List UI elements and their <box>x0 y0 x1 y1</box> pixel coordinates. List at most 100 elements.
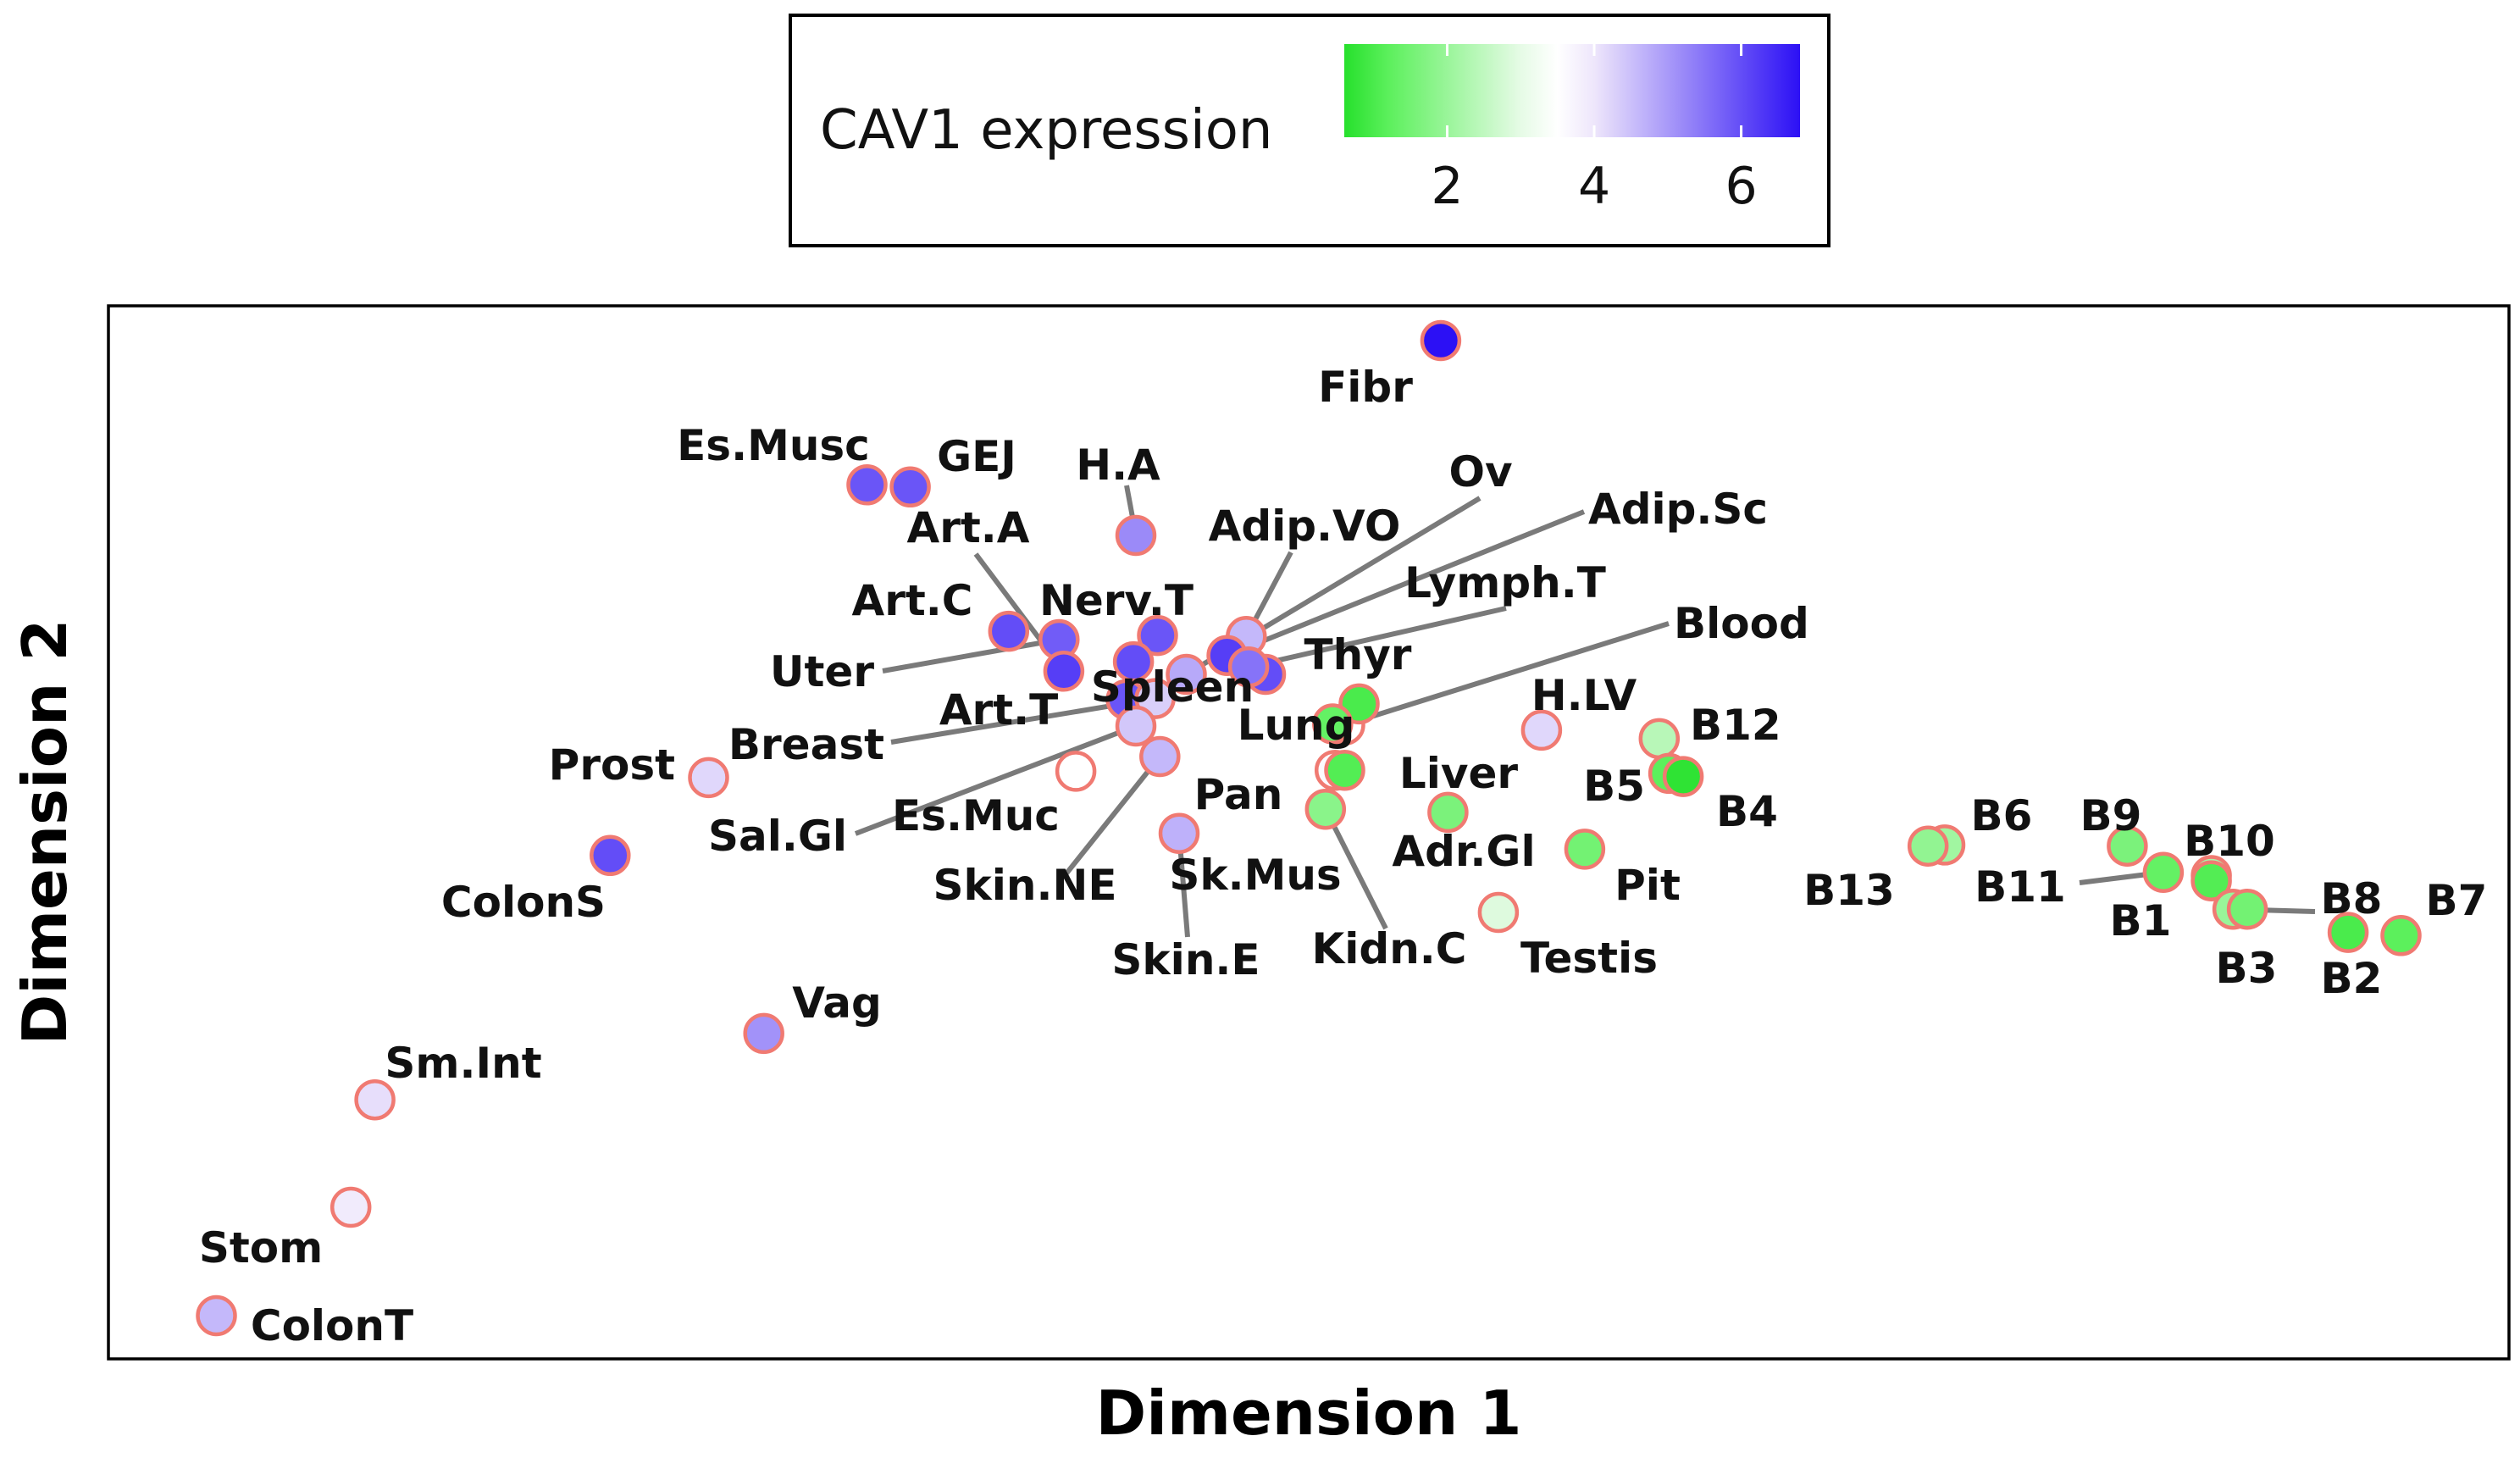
point-b2 <box>2327 912 2369 953</box>
label-thyr: Thyr <box>1304 630 1412 679</box>
label-b9: B9 <box>2080 791 2142 840</box>
label-lung: Lung <box>1238 701 1355 750</box>
leader-uter <box>882 637 1060 674</box>
label-h-lv: H.LV <box>1531 671 1637 720</box>
label-liver: Liver <box>1399 749 1519 798</box>
point-ov <box>1166 653 1207 696</box>
colorbar <box>1344 44 1800 137</box>
point-kidn-c <box>1304 788 1347 830</box>
point-b1 <box>2190 860 2232 901</box>
label-b2: B2 <box>2321 954 2383 1003</box>
point-lymph-t <box>1227 646 1270 688</box>
label-adip-sc: Adip.Sc <box>1588 485 1768 534</box>
legend-title: CAV1 expression <box>820 99 1272 162</box>
label-skin-ne: Skin.NE <box>933 861 1117 910</box>
label-adip-vo: Adip.VO <box>1209 502 1401 551</box>
point-h-lv <box>1520 709 1563 751</box>
label-sal-gl: Sal.Gl <box>708 812 847 861</box>
leader-blood <box>1343 621 1670 728</box>
point-h-a <box>1115 514 1157 557</box>
point-art-c <box>988 610 1030 652</box>
y-axis-title: Dimension 2 <box>9 619 80 1045</box>
label-skin-e: Skin.E <box>1111 935 1260 984</box>
label-art-t: Art.T <box>939 685 1058 735</box>
point-colons <box>590 834 631 877</box>
label-b7: B7 <box>2426 876 2488 925</box>
label-art-c: Art.C <box>852 576 973 625</box>
point-vag <box>743 1012 784 1055</box>
label-spleen: Spleen <box>1091 662 1254 712</box>
label-b10: B10 <box>2184 817 2275 866</box>
label-sk-mus: Sk.Mus <box>1169 851 1341 900</box>
point-pit <box>1564 829 1606 870</box>
point-b9 <box>2107 825 2148 867</box>
label-fibr: Fibr <box>1318 363 1413 412</box>
label-lymph-t: Lymph.T <box>1404 558 1606 607</box>
point-stom <box>330 1186 372 1228</box>
point-prost <box>688 757 729 799</box>
point-adr-gl <box>1427 791 1469 834</box>
point-b13 <box>1907 825 1949 867</box>
label-es-muc: Es.Muc <box>892 791 1060 840</box>
label-b8: B8 <box>2321 874 2383 923</box>
label-breast: Breast <box>728 720 884 769</box>
label-b1: B1 <box>2110 896 2172 945</box>
label-b3: B3 <box>2216 944 2278 993</box>
label-uter: Uter <box>770 647 874 696</box>
label-sm-int: Sm.Int <box>385 1039 541 1088</box>
label-prost: Prost <box>549 740 675 790</box>
label-adr-gl: Adr.Gl <box>1392 827 1535 876</box>
label-vag: Vag <box>792 978 882 1028</box>
point-art-a <box>1043 651 1085 692</box>
point-b4 <box>1662 756 1704 797</box>
point-colont <box>196 1294 237 1337</box>
point-b12 <box>1638 718 1681 760</box>
label-b13: B13 <box>1803 866 1895 915</box>
leader-adip-sc <box>1226 509 1586 658</box>
colorbar-tick-label: 6 <box>1725 157 1757 216</box>
label-pan: Pan <box>1194 770 1283 819</box>
colorbar-tick-label: 4 <box>1578 157 1610 216</box>
label-colons: ColonS <box>441 878 606 927</box>
colorbar-tick-label: 2 <box>1431 157 1463 216</box>
point-nerv-t <box>1137 614 1178 657</box>
label-stom: Stom <box>199 1223 323 1272</box>
label-es-musc: Es.Musc <box>677 421 870 470</box>
point-art-t <box>1112 640 1155 683</box>
label-testis: Testis <box>1520 934 1658 983</box>
label-kidn-c: Kidn.C <box>1312 924 1467 973</box>
plot-frame <box>107 304 2511 1361</box>
leader-skin-ne <box>1061 755 1162 879</box>
point-skin-e <box>1158 812 1200 854</box>
label-pit: Pit <box>1614 861 1681 910</box>
point-testis <box>1477 891 1520 934</box>
label-nerv-t: Nerv.T <box>1039 576 1194 625</box>
point-b3 <box>2226 888 2268 930</box>
point-liver <box>1312 703 1354 745</box>
colorbar-ticks: 2 4 6 <box>1431 44 1758 216</box>
label-b5: B5 <box>1583 762 1645 811</box>
label-art-a: Art.A <box>907 503 1030 552</box>
label-h-a: H.A <box>1076 441 1160 490</box>
point-es-muc <box>1055 751 1097 792</box>
leader-lymph-t <box>1248 606 1507 670</box>
x-axis-title: Dimension 1 <box>1096 1378 1522 1449</box>
legend: CAV1 expression 2 4 6 <box>789 14 1830 247</box>
label-b6: B6 <box>1971 791 2033 840</box>
point-b11 <box>2142 851 2185 893</box>
data-points <box>196 319 2422 1337</box>
label-ov: Ov <box>1448 447 1512 496</box>
point-es-musc <box>846 464 888 506</box>
point-gej <box>889 466 931 508</box>
leader-kidn-c <box>1323 807 1388 930</box>
label-colont: ColonT <box>251 1301 413 1350</box>
label-blood: Blood <box>1674 599 1809 648</box>
point-sm-int <box>354 1078 396 1121</box>
label-b12: B12 <box>1690 701 1781 750</box>
point-sk-mus <box>1324 749 1365 791</box>
point-sal-gl <box>1115 705 1157 747</box>
point-fibr <box>1420 319 1462 362</box>
label-b11: B11 <box>1974 862 2066 912</box>
